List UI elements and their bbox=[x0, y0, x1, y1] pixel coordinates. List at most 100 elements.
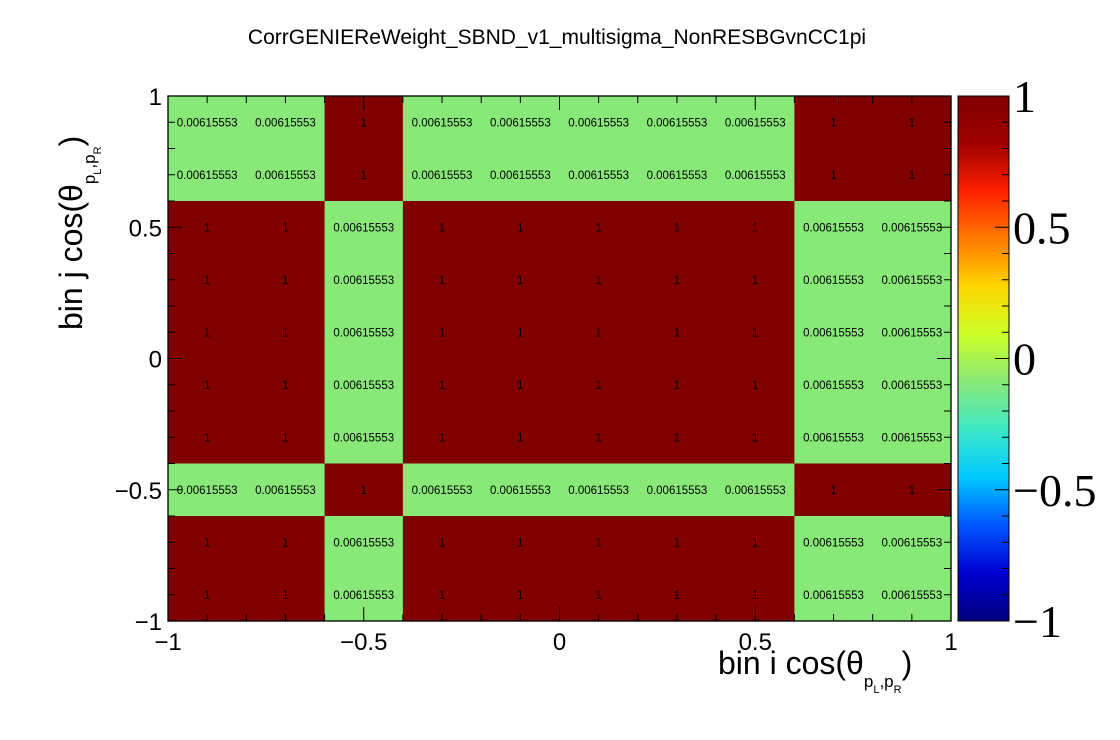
cell-value-label: 1 bbox=[517, 327, 523, 339]
cell-value-label: 0.00615553 bbox=[647, 170, 708, 182]
cell-value-label: 0.00615553 bbox=[881, 275, 942, 287]
heatmap-cell bbox=[246, 253, 326, 307]
heatmap-cell bbox=[716, 253, 795, 307]
heatmap-cell bbox=[716, 463, 795, 517]
cell-value-label: 1 bbox=[282, 537, 288, 549]
y-tick-label: 0 bbox=[149, 347, 162, 374]
heatmap-cell bbox=[872, 568, 952, 622]
y-axis-label-text: bin j cos(θ bbox=[53, 184, 89, 330]
cell-value-label: 1 bbox=[361, 117, 367, 129]
cell-value-label: 0.00615553 bbox=[725, 170, 786, 182]
heatmap-cell bbox=[481, 568, 561, 622]
cell-value-label: 1 bbox=[282, 275, 288, 287]
cell-value-label: 1 bbox=[595, 537, 601, 549]
cell-value-label: 1 bbox=[752, 327, 758, 339]
cell-value-label: 1 bbox=[674, 432, 680, 444]
cell-value-label: 0.00615553 bbox=[333, 380, 394, 392]
heatmap-cell bbox=[402, 253, 482, 307]
cell-value-label: 0.00615553 bbox=[881, 590, 942, 602]
cell-value-label: 1 bbox=[752, 275, 758, 287]
cell-value-label: 0.00615553 bbox=[490, 485, 551, 497]
cell-value-label: 0.00615553 bbox=[881, 432, 942, 444]
cell-value-label: 0.00615553 bbox=[803, 222, 864, 234]
cell-value-label: 1 bbox=[595, 327, 601, 339]
cell-value-label: 1 bbox=[204, 380, 210, 392]
cell-value-label: 0.00615553 bbox=[803, 590, 864, 602]
cell-value-label: 0.00615553 bbox=[725, 485, 786, 497]
cell-value-label: 1 bbox=[204, 432, 210, 444]
x-axis-label-sub1: p bbox=[864, 672, 873, 691]
x-axis-label-sub-l: L bbox=[873, 684, 879, 696]
cell-value-label: 1 bbox=[439, 222, 445, 234]
heatmap-cell bbox=[559, 253, 639, 307]
cell-value-label: 1 bbox=[752, 432, 758, 444]
heatmap-cell bbox=[168, 306, 247, 360]
heatmap-cell bbox=[794, 96, 874, 150]
x-axis-label-comma: , bbox=[879, 672, 884, 691]
chart-title: CorrGENIEReWeight_SBND_v1_multisigma_Non… bbox=[248, 26, 866, 49]
heatmap-cell bbox=[559, 306, 639, 360]
heatmap-cell bbox=[168, 411, 247, 465]
cell-value-label: 1 bbox=[204, 590, 210, 602]
cell-value-label: 1 bbox=[204, 222, 210, 234]
cell-value-label: 1 bbox=[204, 537, 210, 549]
cell-value-label: 1 bbox=[517, 432, 523, 444]
y-tick-label: −0.5 bbox=[115, 478, 162, 505]
cell-value-label: 1 bbox=[595, 275, 601, 287]
heatmap-cell bbox=[168, 516, 247, 570]
cell-value-label: 0.00615553 bbox=[568, 117, 629, 129]
x-tick-label: −0.5 bbox=[340, 629, 387, 656]
cell-value-label: 0.00615553 bbox=[333, 275, 394, 287]
heatmap-cell bbox=[559, 411, 639, 465]
cell-value-label: 0.00615553 bbox=[177, 170, 238, 182]
heatmap-cell bbox=[402, 306, 482, 360]
cell-value-label: 1 bbox=[595, 590, 601, 602]
cell-value-label: 1 bbox=[595, 222, 601, 234]
heatmap-cell bbox=[402, 96, 482, 150]
heatmap-cell bbox=[637, 358, 717, 412]
cell-value-label: 1 bbox=[674, 590, 680, 602]
colorbar-ticks: −1 −0.5 0 0.5 1 bbox=[995, 71, 1096, 647]
heatmap-cell bbox=[324, 411, 404, 465]
cell-value-label: 1 bbox=[361, 485, 367, 497]
x-tick-label: 0 bbox=[553, 629, 566, 656]
heatmap-cell bbox=[246, 568, 326, 622]
heatmap-cell bbox=[559, 516, 639, 570]
heatmap-cell bbox=[872, 148, 952, 202]
heatmap-cell bbox=[402, 463, 482, 517]
heatmap-cell bbox=[794, 463, 874, 517]
colorbar-tick-label: 0.5 bbox=[1013, 202, 1071, 253]
cell-value-label: 0.00615553 bbox=[568, 170, 629, 182]
heatmap-cell bbox=[716, 411, 795, 465]
heatmap-cell bbox=[246, 201, 326, 255]
heatmap-cell bbox=[794, 516, 874, 570]
cell-value-label: 1 bbox=[439, 537, 445, 549]
y-axis-label-comma: , bbox=[80, 164, 99, 169]
x-tick-label: 1 bbox=[944, 629, 957, 656]
heatmap-cell bbox=[481, 411, 561, 465]
heatmap-cell bbox=[324, 148, 404, 202]
y-axis-label-sub-r: R bbox=[92, 146, 104, 154]
heatmap-cell bbox=[246, 411, 326, 465]
colorbar-tick-label: −1 bbox=[1013, 596, 1062, 647]
heatmap-cell bbox=[481, 516, 561, 570]
cell-value-label: 0.00615553 bbox=[177, 117, 238, 129]
heatmap-cell bbox=[872, 411, 952, 465]
heatmap-cell bbox=[716, 148, 795, 202]
cell-value-label: 1 bbox=[204, 327, 210, 339]
heatmap-cell bbox=[637, 411, 717, 465]
cell-value-label: 1 bbox=[752, 537, 758, 549]
cell-value-label: 0.00615553 bbox=[255, 170, 316, 182]
heatmap-cell bbox=[481, 463, 561, 517]
heatmap-cell bbox=[637, 306, 717, 360]
cell-value-label: 1 bbox=[752, 222, 758, 234]
heatmap-cell bbox=[246, 516, 326, 570]
cell-value-label: 0.00615553 bbox=[412, 170, 473, 182]
cell-value-label: 1 bbox=[909, 170, 915, 182]
heatmap-cell bbox=[481, 253, 561, 307]
cell-value-label: 0.00615553 bbox=[412, 485, 473, 497]
x-axis-ticks: −1 −0.5 0 0.5 1 bbox=[154, 96, 958, 656]
heatmap-cell bbox=[637, 201, 717, 255]
cell-value-label: 0.00615553 bbox=[490, 117, 551, 129]
